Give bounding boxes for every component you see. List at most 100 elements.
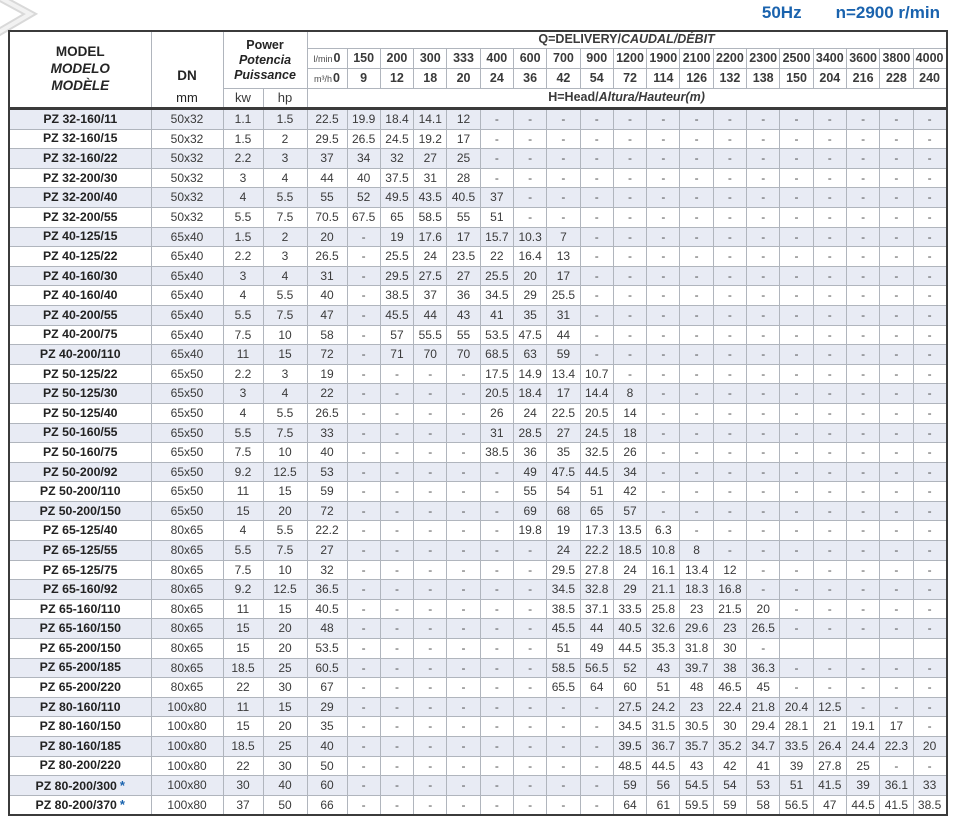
head-cell: 29.5 (306, 128, 348, 150)
head-cell: - (912, 559, 948, 581)
head-cell: - (712, 363, 748, 385)
model-cell: PZ 80-200/370 * (8, 794, 152, 816)
head-cell: - (779, 363, 814, 385)
head-cell: 24 (612, 559, 648, 581)
head-cell: - (346, 579, 381, 600)
head-cell: - (679, 442, 714, 463)
head-cell: - (512, 677, 548, 698)
head-cell: 45.5 (379, 304, 415, 326)
head-cell: 59 (306, 481, 348, 502)
model-cell: PZ 40-200/55 (8, 304, 152, 326)
head-cell: 24.2 (646, 696, 681, 718)
head-cell: - (512, 755, 548, 777)
head-cell: - (646, 422, 681, 444)
head-cell: 47 (306, 304, 348, 326)
head-cell: - (512, 716, 548, 737)
head-cell: 67.5 (346, 206, 381, 228)
head-cell: - (479, 461, 514, 483)
head-cell: - (912, 500, 948, 522)
model-cell: PZ 80-160/110 (8, 696, 152, 718)
model-cell: PZ 40-160/40 (8, 285, 152, 306)
head-cell: 28 (446, 167, 481, 189)
head-cell: - (413, 755, 448, 777)
table-row: PZ 80-200/300 * 100x80 30 40 60- - - - - - - -59 56 54… (8, 775, 948, 796)
model-cell: PZ 50-200/150 (8, 500, 152, 522)
dn-cell: 100x80 (150, 736, 224, 757)
head-cell: - (712, 128, 748, 150)
head-cell: - (579, 775, 614, 796)
head-cell: 40.5 (306, 598, 348, 620)
head-cell: - (779, 304, 814, 326)
head-cell: - (712, 481, 748, 502)
head-cell: - (346, 402, 381, 424)
head-cell: - (879, 677, 914, 698)
kw-cell: 2.2 (222, 363, 264, 385)
head-cell: 54 (712, 775, 748, 796)
model-cell: PZ 65-160/150 (8, 618, 152, 640)
head-cell: - (346, 540, 381, 561)
star-icon: * (119, 777, 125, 793)
head-cell: - (346, 324, 381, 346)
hp-cell: 10 (262, 442, 308, 463)
lmin-tick: 3800 (879, 48, 914, 69)
head-cell: 70 (413, 344, 448, 365)
table-row: PZ 65-125/55 80x65 5.5 7.5 27- - - - - -24 22.2 18.… (8, 540, 948, 561)
model-cell: PZ 50-125/22 (8, 363, 152, 385)
head-cell: 22 (479, 246, 514, 267)
dn-cell: 65x40 (150, 226, 224, 248)
table-row: PZ 50-200/110 65x50 11 15 59- - - - -55 54 51 42- - -… (8, 481, 948, 502)
kw-cell: 22 (222, 755, 264, 777)
head-cell: - (679, 206, 714, 228)
head-cell: 13.4 (546, 363, 581, 385)
head-cell: - (812, 187, 847, 208)
model-cell: PZ 40-200/75 (8, 324, 152, 346)
model-cell: PZ 32-160/11 (8, 108, 152, 130)
head-cell: - (879, 187, 914, 208)
head-cell: 6.3 (646, 520, 681, 542)
m3h-tick: 138 (746, 68, 781, 89)
head-cell: - (779, 128, 814, 150)
head-cell: - (612, 344, 648, 365)
head-cell: 34.5 (546, 579, 581, 600)
dn-cell: 65x50 (150, 422, 224, 444)
head-cell: 37.5 (379, 167, 415, 189)
head-cell: 40 (306, 442, 348, 463)
head-cell: - (912, 324, 948, 346)
hp-cell: 2 (262, 128, 308, 150)
head-cell: - (379, 736, 415, 757)
head-cell: - (812, 206, 847, 228)
lmin-tick: 300 (413, 48, 448, 69)
head-cell: 8 (679, 540, 714, 561)
model-cell: PZ 65-160/92 (8, 579, 152, 600)
head-cell: - (746, 383, 781, 404)
head-cell: - (413, 794, 448, 816)
hp-cell: 7.5 (262, 540, 308, 561)
head-cell: - (812, 481, 847, 502)
head-cell: - (346, 265, 381, 287)
head-cell: 64 (579, 677, 614, 698)
head-cell: 54 (546, 481, 581, 502)
head-cell: - (912, 716, 948, 737)
dn-cell: 80x65 (150, 657, 224, 679)
head-cell: - (712, 540, 748, 561)
head-cell: 10.7 (579, 363, 614, 385)
kw-cell: 5.5 (222, 206, 264, 228)
kw-cell: 4 (222, 520, 264, 542)
table-row: PZ 65-160/150 80x65 15 20 48- - - - - -45.5 44 40.5… (8, 618, 948, 640)
head-cell: - (579, 285, 614, 306)
hp-cell: 10 (262, 559, 308, 581)
hp-cell: 50 (262, 794, 308, 816)
table-row: PZ 80-200/220 100x80 22 30 50- - - - - - - -48.5 44.… (8, 755, 948, 777)
dn-cell: 65x40 (150, 285, 224, 306)
head-cell: 19.9 (346, 108, 381, 130)
head-cell: - (612, 285, 648, 306)
kw-cell: 4 (222, 402, 264, 424)
head-cell: 29.4 (746, 716, 781, 737)
head-cell: - (746, 128, 781, 150)
head-cell: - (845, 500, 881, 522)
model-cell: PZ 40-125/15 (8, 226, 152, 248)
head-cell: 22.4 (712, 696, 748, 718)
m3h-tick: 240 (912, 68, 948, 89)
head-cell: - (879, 363, 914, 385)
kw-cell: 15 (222, 638, 264, 659)
